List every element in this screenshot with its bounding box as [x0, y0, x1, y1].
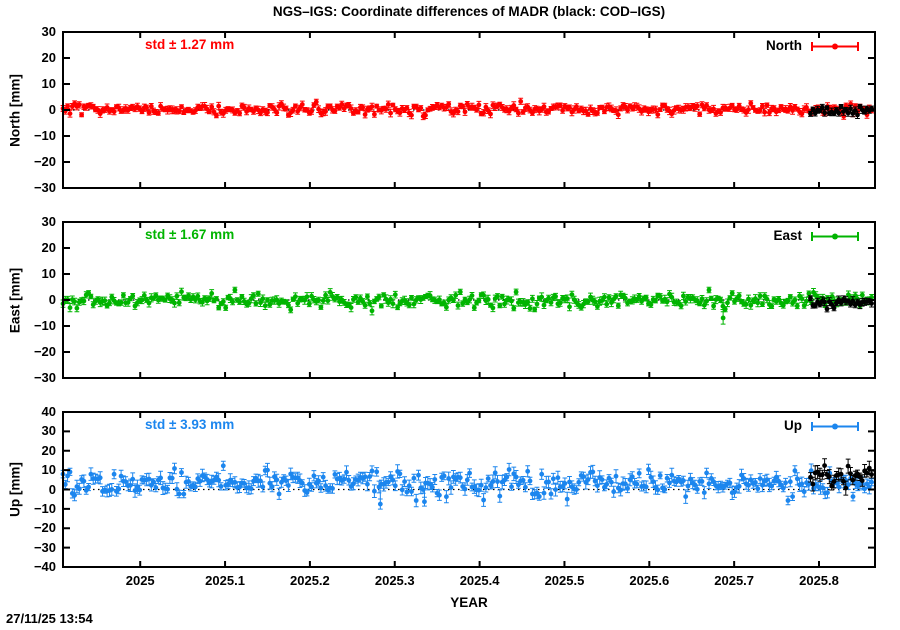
up-std-annotation: std ± 3.93 mm [145, 417, 235, 432]
east-std-annotation: std ± 1.67 mm [145, 227, 235, 242]
x-tick-label: 2025.7 [714, 573, 755, 588]
east-legend-label: East [773, 228, 802, 243]
up-outlier-points [377, 489, 427, 510]
up-y-tick-label: 10 [41, 462, 56, 478]
up-tick-marks [63, 411, 875, 568]
x-tick-label: 2025.8 [799, 573, 839, 588]
up-y-tick-label: −20 [33, 520, 56, 536]
north-tick-marks [63, 31, 875, 189]
chart-title: NGS–IGS: Coordinate differences of MADR … [272, 4, 666, 19]
timestamp: 27/11/25 13:54 [6, 611, 93, 626]
north-y-tick-label: −10 [33, 128, 56, 143]
north-legend-sample-point [832, 43, 838, 50]
east-series-points [60, 286, 874, 316]
east-cod-series-points [808, 295, 874, 313]
x-tick-label: 2025.3 [374, 573, 415, 588]
north-y-tick-label: 10 [41, 76, 56, 91]
up-y-tick-label: −30 [33, 539, 56, 555]
east-legend-sample-point [832, 233, 838, 240]
east-outlier-points [720, 300, 726, 325]
up-y-tick-label: 30 [41, 423, 56, 439]
north-legend-label: North [766, 38, 802, 53]
north-y-tick-label: 20 [41, 50, 56, 65]
north-y-tick-label: 30 [41, 24, 56, 39]
x-tick-label: 2025.2 [290, 573, 330, 588]
north-panel [60, 31, 876, 189]
east-panel [60, 221, 876, 379]
up-series-points [60, 460, 874, 508]
up-cod-series-points [808, 458, 874, 496]
x-tick-label: 2025 [125, 573, 155, 588]
east-y-tick-label: 20 [41, 240, 56, 255]
north-std-annotation: std ± 1.27 mm [145, 37, 235, 52]
up-y-tick-label: −10 [33, 500, 56, 516]
north-y-tick-label: −30 [33, 180, 56, 195]
up-legend-label: Up [784, 418, 802, 433]
north-cod-series-points [808, 103, 874, 119]
up-legend-sample-point [832, 423, 838, 430]
east-y-tick-label: −10 [33, 318, 56, 333]
east-tick-marks [63, 221, 875, 379]
up-y-tick-label: 20 [41, 442, 56, 458]
x-tick-label: 2025.6 [629, 573, 670, 588]
x-tick-label: 2025.5 [544, 573, 585, 588]
x-tick-label: 2025.4 [459, 573, 500, 588]
north-series-points [60, 97, 874, 121]
east-y-tick-label: 0 [48, 292, 56, 307]
up-panel [60, 411, 876, 568]
east-y-tick-label: 10 [41, 266, 56, 281]
x-tick-label: 2025.1 [205, 573, 245, 588]
east-y-tick-label: −20 [33, 344, 56, 359]
north-y-tick-label: 0 [48, 102, 56, 117]
up-y-tick-label: 0 [48, 481, 56, 497]
x-axis-label: YEAR [450, 595, 488, 610]
up-y-tick-label: −40 [33, 559, 56, 574]
north-y-tick-label: −20 [33, 154, 56, 169]
east-y-tick-label: 30 [41, 214, 56, 229]
up-y-tick-label: 40 [41, 404, 56, 419]
east-y-tick-label: −30 [33, 370, 56, 385]
